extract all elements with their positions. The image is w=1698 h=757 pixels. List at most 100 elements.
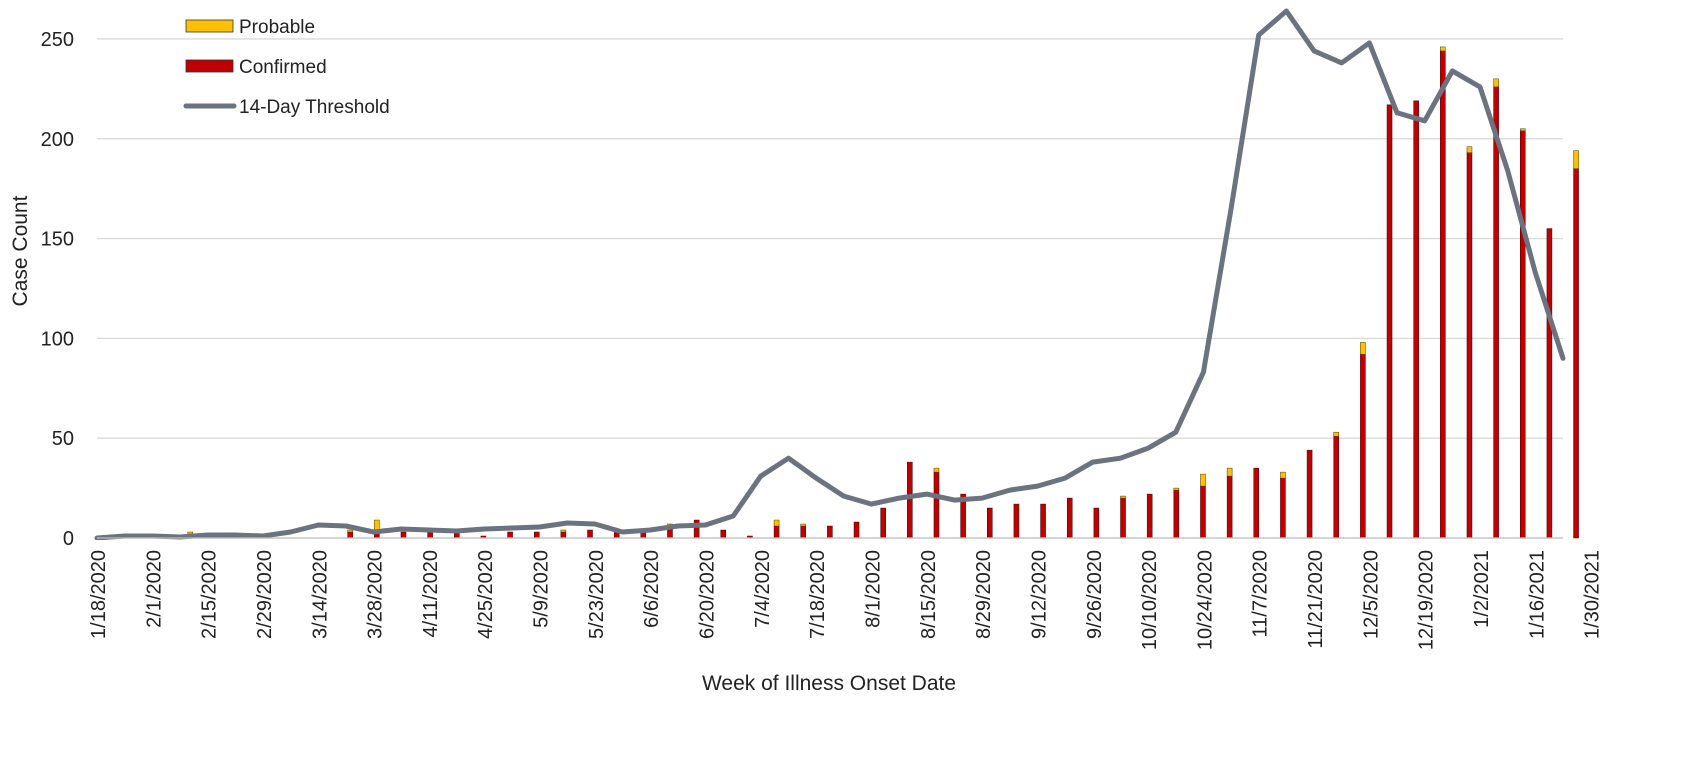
y-tick-label: 250 <box>41 29 74 51</box>
legend-swatch <box>185 59 234 73</box>
bar-confirmed <box>1360 354 1366 539</box>
bar-confirmed <box>1493 86 1499 539</box>
legend-swatch <box>185 19 234 33</box>
bar-confirmed <box>1413 100 1419 539</box>
y-tick-label: 200 <box>41 129 74 151</box>
threshold-line-layer <box>94 8 1566 540</box>
bar-probable <box>773 519 780 527</box>
bar-confirmed <box>1600 169 1605 538</box>
bar-confirmed <box>1333 435 1339 539</box>
bar-confirmed <box>1173 489 1180 539</box>
bar-confirmed <box>1466 152 1473 539</box>
legend-label: Probable <box>239 17 315 38</box>
bar-confirmed <box>1093 507 1100 539</box>
bar-probable <box>1520 128 1526 132</box>
x-tick-label: 11/7/2020 <box>1250 550 1272 638</box>
bar-confirmed <box>427 531 433 539</box>
bar-probable <box>1600 155 1605 169</box>
x-tick-label: 2/15/2020 <box>199 550 221 639</box>
x-tick-label: 4/25/2020 <box>475 550 497 639</box>
x-tick-label: 1/30/2021 <box>1582 550 1604 639</box>
x-tick-label: 3/28/2020 <box>365 550 387 639</box>
legend-label: Confirmed <box>239 57 327 78</box>
bar-confirmed <box>560 531 567 539</box>
bar-probable <box>1200 473 1206 487</box>
bar-confirmed <box>1573 168 1579 539</box>
x-tick-label: 8/15/2020 <box>918 550 940 639</box>
bar-confirmed <box>907 461 913 539</box>
x-tick-label: 10/10/2020 <box>1139 550 1161 650</box>
bar-confirmed <box>1680 398 1685 538</box>
bar-probable <box>933 467 940 473</box>
x-tick-label: 12/5/2020 <box>1360 550 1382 639</box>
x-tick-label: 8/1/2020 <box>863 550 885 628</box>
x-tick-label: 2/1/2020 <box>143 550 165 628</box>
legend-label: 14-Day Threshold <box>239 97 390 118</box>
y-tick-label: 0 <box>63 528 74 550</box>
x-tick-label: 12/19/2020 <box>1416 550 1438 650</box>
bar-confirmed <box>533 531 540 539</box>
bar-confirmed <box>347 531 353 539</box>
bar-probable <box>1120 495 1126 499</box>
bar-confirmed <box>507 531 513 539</box>
x-tick-label: 6/20/2020 <box>697 550 719 639</box>
bar-confirmed <box>720 529 727 539</box>
bar-probable <box>1440 46 1446 52</box>
bar-probable <box>1360 342 1366 355</box>
x-axis: 1/18/2020 2/1/2020 2/15/2020 2/29/2020 3/14/… <box>88 550 1604 650</box>
bar-probable <box>1226 467 1233 477</box>
bar-confirmed <box>1040 503 1046 539</box>
bar-probable <box>1573 150 1579 169</box>
bar-confirmed <box>1280 477 1286 539</box>
x-tick-label: 2/29/2020 <box>254 550 276 639</box>
bar-confirmed <box>853 521 860 539</box>
bar-confirmed <box>1546 228 1553 539</box>
bar-confirmed <box>693 519 700 539</box>
bar-probable <box>1466 146 1473 153</box>
x-tick-label: 1/16/2021 <box>1526 550 1548 639</box>
bar-confirmed <box>1654 342 1659 538</box>
x-tick-label: 3/14/2020 <box>309 550 331 639</box>
x-tick-label: 6/6/2020 <box>641 550 663 628</box>
threshold-line <box>94 8 1566 540</box>
bar-confirmed <box>987 507 993 539</box>
y-axis: 0 50 100 150 200 250 <box>41 29 1563 550</box>
bar-probable <box>1680 348 1685 398</box>
x-tick-label: 7/4/2020 <box>752 550 774 628</box>
bar-confirmed <box>773 525 780 539</box>
bar-confirmed <box>1386 104 1393 539</box>
bar-confirmed <box>1200 485 1206 539</box>
y-tick-label: 50 <box>52 428 74 450</box>
bar-confirmed <box>880 507 886 539</box>
x-tick-label: 5/9/2020 <box>531 550 553 628</box>
bar-probable <box>1173 487 1180 491</box>
bar-probable <box>800 523 806 527</box>
bar-confirmed <box>1520 130 1526 539</box>
x-tick-label: 8/29/2020 <box>973 550 995 639</box>
bar-confirmed <box>1120 497 1126 539</box>
y-tick-label: 100 <box>41 328 74 350</box>
bar-confirmed <box>1146 493 1153 539</box>
bar-confirmed <box>1226 475 1233 539</box>
bar-probable <box>560 529 567 533</box>
y-axis-label: Case Count <box>9 195 32 306</box>
bar-probable <box>347 529 353 533</box>
bar-confirmed <box>827 525 833 539</box>
bar-probable <box>1627 235 1632 241</box>
bar-confirmed <box>1306 449 1313 539</box>
bar-confirmed <box>1253 467 1260 539</box>
bar-confirmed <box>587 529 593 539</box>
bars <box>187 46 1685 539</box>
bar-confirmed <box>1440 50 1446 539</box>
bar-confirmed <box>1066 497 1073 539</box>
bar-confirmed <box>1013 503 1020 539</box>
y-tick-label: 150 <box>41 229 74 251</box>
x-tick-label: 1/2/2021 <box>1471 550 1493 628</box>
x-tick-label: 10/24/2020 <box>1194 550 1216 650</box>
x-tick-label: 11/21/2020 <box>1305 550 1327 649</box>
bar-confirmed <box>1627 241 1632 538</box>
x-tick-label: 1/18/2020 <box>88 550 110 639</box>
x-tick-label: 9/26/2020 <box>1084 550 1106 639</box>
